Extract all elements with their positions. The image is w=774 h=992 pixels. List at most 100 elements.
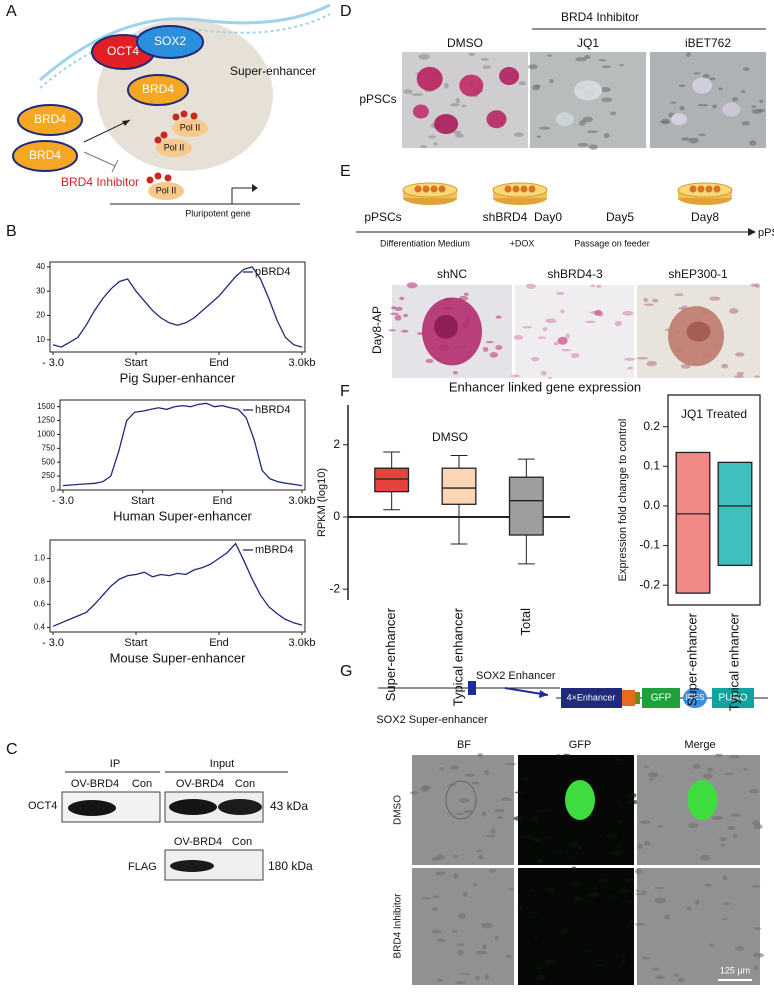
cell (547, 54, 552, 57)
cell (625, 877, 634, 884)
cell (734, 352, 745, 357)
y-tick-label: 1000 (37, 430, 55, 439)
cell (582, 949, 592, 952)
colony (412, 104, 429, 119)
cell (722, 874, 728, 881)
colony (416, 66, 443, 91)
category-label: Super-enhancer (383, 607, 398, 701)
dish-cell (689, 185, 697, 193)
factor-label: BRD4 (142, 82, 174, 96)
cell (597, 878, 608, 884)
y-tick-label: -0.1 (639, 538, 660, 552)
blot-size: 180 kDa (268, 859, 313, 873)
y-tick-label: 0.6 (34, 600, 46, 609)
cell (709, 296, 721, 301)
cell (570, 882, 582, 886)
cell (681, 137, 690, 141)
region-label: Super-enhancer (230, 64, 316, 78)
cell (703, 773, 713, 779)
box (441, 467, 477, 505)
x-axis-label: Mouse Super-enhancer (110, 650, 247, 665)
cell (680, 363, 691, 369)
cell (538, 126, 551, 130)
cell (496, 816, 504, 819)
cell (443, 82, 449, 89)
cell (537, 336, 547, 339)
y-tick-label: 0.4 (34, 623, 46, 632)
column-label: DMSO (447, 36, 483, 50)
cell (468, 52, 476, 57)
cell (540, 370, 547, 376)
cell (702, 74, 710, 79)
cell (588, 144, 598, 150)
cell (723, 902, 731, 906)
cell (614, 755, 619, 762)
cell (399, 296, 405, 301)
dish-cell (713, 185, 721, 193)
dish (402, 182, 458, 198)
y-tick-label: 0.2 (643, 419, 660, 433)
stage-label: Day0 (534, 210, 562, 224)
cell (749, 140, 757, 146)
cell (643, 297, 649, 303)
cell (450, 765, 460, 770)
cell (490, 828, 496, 834)
cell (403, 89, 413, 94)
cell (657, 825, 664, 828)
cell (489, 352, 499, 358)
cell (501, 797, 512, 802)
cell (538, 810, 551, 813)
cell (711, 815, 724, 821)
cell (437, 938, 446, 943)
column-label: BF (457, 739, 471, 751)
lane-label: OV-BRD4 (176, 778, 224, 790)
cell (677, 977, 685, 983)
cell (458, 972, 471, 975)
cell (752, 952, 765, 958)
cell (488, 869, 497, 873)
cell (619, 64, 625, 67)
y-tick-label: 0 (333, 509, 340, 523)
arrow-head (122, 120, 130, 126)
cell (536, 975, 546, 981)
enhancer-label: SOX2 Enhancer (476, 670, 556, 682)
pol2-label: Pol II (156, 185, 177, 195)
cell (742, 67, 750, 71)
construct-label: IRES (686, 693, 705, 702)
series-line (52, 266, 303, 348)
cell (455, 812, 465, 816)
cell (615, 843, 623, 849)
tss-arrow (231, 187, 252, 204)
y-tick-label: 1.0 (34, 554, 46, 563)
cell (661, 118, 670, 125)
cell (485, 834, 496, 838)
cell (575, 57, 587, 62)
panel-f-title: Enhancer linked gene expression (449, 379, 641, 394)
cell (596, 284, 602, 289)
cell (655, 975, 665, 980)
column-label: GFP (569, 739, 592, 751)
cell (755, 283, 760, 288)
cell (482, 65, 491, 70)
cell (748, 789, 759, 794)
lane-label: OV-BRD4 (174, 836, 222, 848)
cell (622, 310, 634, 316)
cell (464, 773, 476, 777)
gfp-colony (687, 780, 718, 820)
cell (646, 360, 657, 367)
cell (669, 101, 677, 104)
x-tick-label: Start (124, 357, 147, 369)
band (218, 799, 262, 815)
column-label: iBET762 (685, 36, 731, 50)
cell (418, 53, 430, 60)
cell (536, 135, 542, 138)
colony (486, 110, 507, 129)
cell (579, 120, 586, 126)
cell (733, 375, 744, 378)
panel-label: G (340, 663, 352, 680)
panel-label: A (6, 3, 17, 20)
brd4 (127, 74, 189, 106)
row-label: Day8-AP (370, 306, 384, 354)
column-label: Merge (684, 739, 715, 751)
colony (671, 113, 687, 126)
